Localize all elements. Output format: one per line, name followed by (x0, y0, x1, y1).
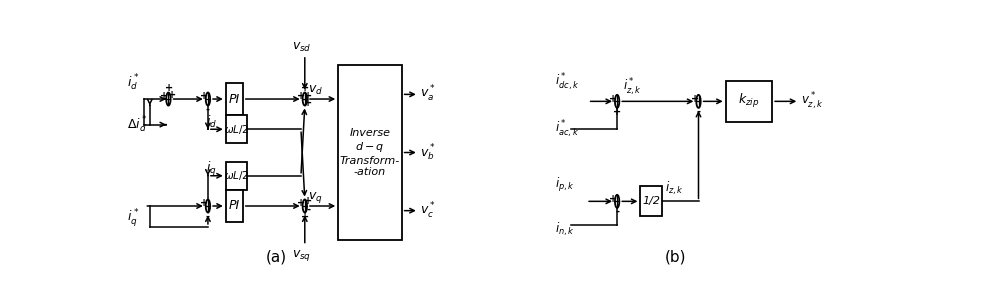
Text: (b): (b) (664, 249, 686, 264)
Text: +: + (304, 196, 312, 206)
Text: $v_b^*$: $v_b^*$ (420, 142, 436, 163)
Text: +: + (304, 98, 312, 108)
Text: PI: PI (229, 92, 240, 105)
Text: $i_q$: $i_q$ (206, 160, 216, 178)
Text: +: + (160, 91, 169, 101)
FancyBboxPatch shape (226, 115, 247, 143)
Text: +: + (165, 83, 173, 93)
FancyBboxPatch shape (640, 186, 662, 217)
Text: $\omega L/2$: $\omega L/2$ (224, 123, 249, 136)
Text: +: + (200, 91, 208, 101)
Text: -: - (206, 212, 210, 222)
Text: $i_{z,k}^*$: $i_{z,k}^*$ (623, 77, 642, 98)
Text: +: + (297, 198, 305, 208)
Text: (a): (a) (266, 249, 287, 264)
Text: $\omega L/2$: $\omega L/2$ (224, 169, 249, 182)
Text: +: + (691, 94, 699, 104)
Text: $k_{zip}$: $k_{zip}$ (738, 92, 760, 110)
FancyBboxPatch shape (338, 65, 402, 240)
FancyBboxPatch shape (726, 81, 772, 122)
Text: Inverse
$d-q$
Transform-
-ation: Inverse $d-q$ Transform- -ation (340, 128, 400, 177)
Text: $i_{n,k}$: $i_{n,k}$ (555, 220, 575, 238)
Text: $i_d$: $i_d$ (206, 114, 217, 130)
Text: $i_q^*$: $i_q^*$ (127, 207, 140, 229)
Text: $i_{z,k}$: $i_{z,k}$ (665, 180, 684, 197)
Text: +: + (609, 94, 617, 104)
Text: +: + (609, 194, 617, 204)
FancyBboxPatch shape (226, 190, 243, 222)
FancyBboxPatch shape (226, 83, 243, 115)
Text: +: + (613, 107, 621, 117)
Text: -: - (206, 105, 210, 115)
Text: 1/2: 1/2 (642, 196, 660, 206)
Text: $v_q$: $v_q$ (308, 190, 323, 205)
Text: -: - (615, 207, 619, 217)
Text: $v_{sd}$: $v_{sd}$ (292, 41, 311, 54)
Text: $i_{p,k}$: $i_{p,k}$ (555, 176, 575, 194)
Text: +: + (297, 91, 305, 101)
Text: $v_d$: $v_d$ (308, 84, 323, 98)
Text: +: + (200, 198, 208, 208)
Text: $i_{dc,k}^*$: $i_{dc,k}^*$ (555, 72, 579, 94)
FancyBboxPatch shape (226, 162, 247, 190)
Text: -: - (306, 205, 310, 215)
Text: +: + (301, 83, 309, 93)
Text: $v_{sq}$: $v_{sq}$ (292, 249, 311, 263)
Text: +: + (168, 90, 176, 100)
Text: PI: PI (229, 200, 240, 213)
Text: $i_d^*$: $i_d^*$ (127, 72, 140, 93)
Text: $v_{z,k}^*$: $v_{z,k}^*$ (801, 91, 823, 112)
Text: $v_a^*$: $v_a^*$ (420, 84, 436, 104)
Text: +: + (304, 91, 312, 101)
Text: $i_{ac,k}^*$: $i_{ac,k}^*$ (555, 118, 579, 140)
Text: $v_c^*$: $v_c^*$ (420, 201, 436, 221)
Text: -: - (696, 107, 700, 117)
Text: +: + (301, 212, 309, 222)
Text: $\Delta i_d^*$: $\Delta i_d^*$ (127, 114, 148, 135)
